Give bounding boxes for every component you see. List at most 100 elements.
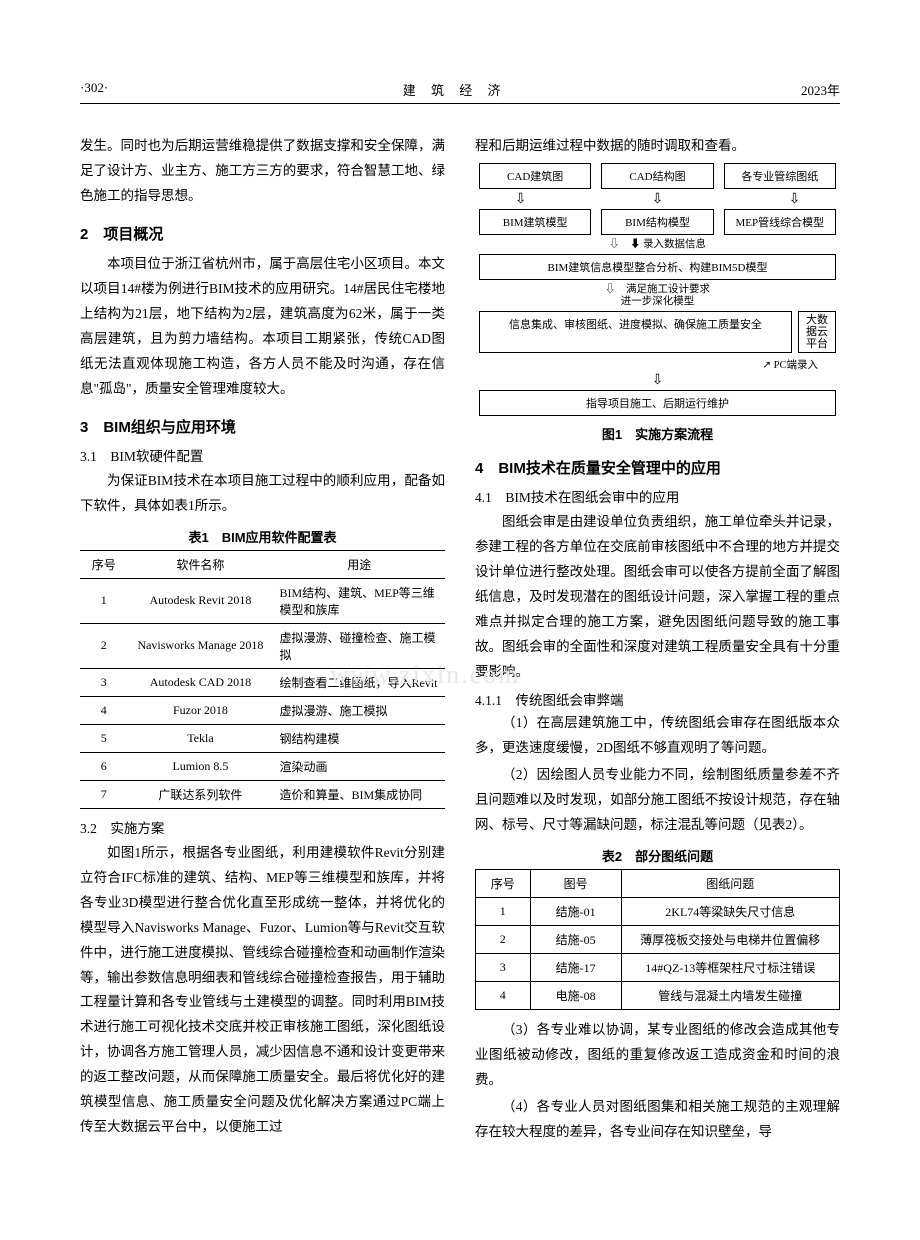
col-header: 序号 bbox=[80, 550, 127, 578]
table-row: 3结施-1714#QZ-13等框架柱尺寸标注错误 bbox=[476, 953, 840, 981]
flow-node: BIM建筑模型 bbox=[479, 209, 591, 235]
cell: 5 bbox=[80, 724, 127, 752]
subsubsection-4-1-1: 4.1.1 传统图纸会审弊端 bbox=[475, 689, 840, 709]
table-row: 3Autodesk CAD 2018绘制查看二维图纸，导入Revit bbox=[80, 668, 445, 696]
flow-node: 信息集成、审核图纸、进度模拟、确保施工质量安全 bbox=[479, 311, 792, 353]
table-row: 6Lumion 8.5渲染动画 bbox=[80, 752, 445, 780]
arrow-text: 满足施工设计要求 bbox=[626, 284, 710, 295]
arrow-down-icon: ⇩ bbox=[515, 193, 527, 207]
cell: 虚拟漫游、碰撞检查、施工模拟 bbox=[273, 623, 445, 668]
figure-1-flowchart: CAD建筑图 CAD结构图 各专业管综图纸 ⇩ ⇩ ⇩ BIM建筑模型 BIM结… bbox=[475, 163, 840, 416]
cell: Autodesk CAD 2018 bbox=[127, 668, 273, 696]
flow-node: CAD结构图 bbox=[601, 163, 713, 189]
table-row: 1Autodesk Revit 2018BIM结构、建筑、MEP等三维模型和族库 bbox=[80, 578, 445, 623]
cell: 结施-01 bbox=[530, 897, 621, 925]
paragraph: （2）因绘图人员专业能力不同，绘制图纸质量参差不齐且问题难以及时发现，如部分施工… bbox=[475, 763, 840, 838]
paragraph: （4）各专业人员对图纸图集和相关施工规范的主观理解存在较大程度的差异，各专业间存… bbox=[475, 1095, 840, 1145]
paragraph: 为保证BIM技术在本项目施工过程中的顺利应用，配备如下软件，具体如表1所示。 bbox=[80, 469, 445, 519]
arrow-down-icon: ⇩ bbox=[652, 193, 664, 207]
table-row: 5Tekla钢结构建模 bbox=[80, 724, 445, 752]
cell: 渲染动画 bbox=[273, 752, 445, 780]
page-number: ·302· bbox=[80, 80, 108, 99]
cell: 3 bbox=[476, 953, 531, 981]
page: www.zixin.com ·302· 建 筑 经 济 2023年 发生。同时也… bbox=[80, 80, 840, 1147]
left-column: 发生。同时也为后期运营维稳提供了数据支撑和安全保障，满足了设计方、业主方、施工方… bbox=[80, 134, 445, 1147]
pc-label: ↗ PC端录入 bbox=[479, 357, 818, 372]
cell: 管线与混凝土内墙发生碰撞 bbox=[621, 981, 839, 1009]
col-header: 软件名称 bbox=[127, 550, 273, 578]
pc-text: PC端录入 bbox=[774, 360, 818, 371]
flow-node: 各专业管综图纸 bbox=[724, 163, 836, 189]
arrow-text: ⬇ 录入数据信息 bbox=[630, 239, 706, 250]
table-row: 2Navisworks Manage 2018虚拟漫游、碰撞检查、施工模拟 bbox=[80, 623, 445, 668]
cell: Tekla bbox=[127, 724, 273, 752]
col-header: 图纸问题 bbox=[621, 869, 839, 897]
col-header: 序号 bbox=[476, 869, 531, 897]
cell: BIM结构、建筑、MEP等三维模型和族库 bbox=[273, 578, 445, 623]
cell: Autodesk Revit 2018 bbox=[127, 578, 273, 623]
table-row: 7广联达系列软件造价和算量、BIM集成协同 bbox=[80, 780, 445, 808]
table-row: 2结施-05薄厚筏板交接处与电梯井位置偏移 bbox=[476, 925, 840, 953]
journal-title: 建 筑 经 济 bbox=[403, 80, 507, 99]
paragraph: 如图1所示，根据各专业图纸，利用建模软件Revit分别建立符合IFC标准的建筑、… bbox=[80, 841, 445, 1141]
paragraph: 发生。同时也为后期运营维稳提供了数据支撑和安全保障，满足了设计方、业主方、施工方… bbox=[80, 134, 445, 209]
table-header-row: 序号 图号 图纸问题 bbox=[476, 869, 840, 897]
section-heading-2: 2 项目概况 bbox=[80, 223, 445, 244]
cell: 2KL74等梁缺失尺寸信息 bbox=[621, 897, 839, 925]
content: 发生。同时也为后期运营维稳提供了数据支撑和安全保障，满足了设计方、业主方、施工方… bbox=[80, 134, 840, 1147]
cell: 绘制查看二维图纸，导入Revit bbox=[273, 668, 445, 696]
flow-node: 指导项目施工、后期运行维护 bbox=[479, 390, 836, 416]
arrow-row: ⇩ ⇩ ⇩ bbox=[479, 193, 836, 207]
cell: 14#QZ-13等框架柱尺寸标注错误 bbox=[621, 953, 839, 981]
table1-caption: 表1 BIM应用软件配置表 bbox=[80, 527, 445, 546]
cell: 广联达系列软件 bbox=[127, 780, 273, 808]
arrow-label: ⇩ 满足施工设计要求 进一步深化模型 bbox=[479, 284, 836, 309]
subsection-3-2: 3.2 实施方案 bbox=[80, 817, 445, 837]
table2-caption: 表2 部分图纸问题 bbox=[475, 846, 840, 865]
cell: 4 bbox=[476, 981, 531, 1009]
subsection-4-1: 4.1 BIM技术在图纸会审中的应用 bbox=[475, 486, 840, 506]
flow-node: BIM结构模型 bbox=[601, 209, 713, 235]
paragraph: 本项目位于浙江省杭州市，属于高层住宅小区项目。本文以项目14#楼为例进行BIM技… bbox=[80, 252, 445, 402]
flow-node: BIM建筑信息模型整合分析、构建BIM5D模型 bbox=[479, 254, 836, 280]
cell: 6 bbox=[80, 752, 127, 780]
cell: 2 bbox=[80, 623, 127, 668]
table-row: 4Fuzor 2018虚拟漫游、施工模拟 bbox=[80, 696, 445, 724]
flow-node: MEP管线综合模型 bbox=[724, 209, 836, 235]
col-header: 图号 bbox=[530, 869, 621, 897]
flow-node: CAD建筑图 bbox=[479, 163, 591, 189]
paragraph: 程和后期运维过程中数据的随时调取和查看。 bbox=[475, 134, 840, 159]
cell: Fuzor 2018 bbox=[127, 696, 273, 724]
cell: 1 bbox=[80, 578, 127, 623]
subsection-3-1: 3.1 BIM软硬件配置 bbox=[80, 445, 445, 465]
cell: 1 bbox=[476, 897, 531, 925]
cell: 结施-17 bbox=[530, 953, 621, 981]
arrow-down-icon: ⇩ bbox=[789, 193, 801, 207]
right-column: 程和后期运维过程中数据的随时调取和查看。 CAD建筑图 CAD结构图 各专业管综… bbox=[475, 134, 840, 1147]
cell: Navisworks Manage 2018 bbox=[127, 623, 273, 668]
cell: 3 bbox=[80, 668, 127, 696]
table-header-row: 序号 软件名称 用途 bbox=[80, 550, 445, 578]
cell: 结施-05 bbox=[530, 925, 621, 953]
arrow-label: ⇩ ⬇ 录入数据信息 bbox=[479, 239, 836, 252]
cell: 虚拟漫游、施工模拟 bbox=[273, 696, 445, 724]
cell: 7 bbox=[80, 780, 127, 808]
table-row: 4电施-08管线与混凝土内墙发生碰撞 bbox=[476, 981, 840, 1009]
paragraph: （1）在高层建筑施工中，传统图纸会审存在图纸版本众多，更迭速度缓慢，2D图纸不够… bbox=[475, 711, 840, 761]
section-heading-4: 4 BIM技术在质量安全管理中的应用 bbox=[475, 457, 840, 478]
cell: 钢结构建模 bbox=[273, 724, 445, 752]
cell: 4 bbox=[80, 696, 127, 724]
table-row: 1结施-012KL74等梁缺失尺寸信息 bbox=[476, 897, 840, 925]
flow-node-side: 大数据云平台 bbox=[798, 311, 836, 353]
cell: 造价和算量、BIM集成协同 bbox=[273, 780, 445, 808]
table-1: 序号 软件名称 用途 1Autodesk Revit 2018BIM结构、建筑、… bbox=[80, 550, 445, 809]
page-year: 2023年 bbox=[801, 80, 840, 99]
col-header: 用途 bbox=[273, 550, 445, 578]
arrow-down-icon: ⇩ bbox=[479, 374, 836, 388]
arrow-text: 进一步深化模型 bbox=[621, 296, 695, 307]
page-header: ·302· 建 筑 经 济 2023年 bbox=[80, 80, 840, 104]
cell: 2 bbox=[476, 925, 531, 953]
cell: 薄厚筏板交接处与电梯井位置偏移 bbox=[621, 925, 839, 953]
paragraph: 图纸会审是由建设单位负责组织，施工单位牵头并记录，参建工程的各方单位在交底前审核… bbox=[475, 510, 840, 685]
figure-1-caption: 图1 实施方案流程 bbox=[475, 424, 840, 443]
